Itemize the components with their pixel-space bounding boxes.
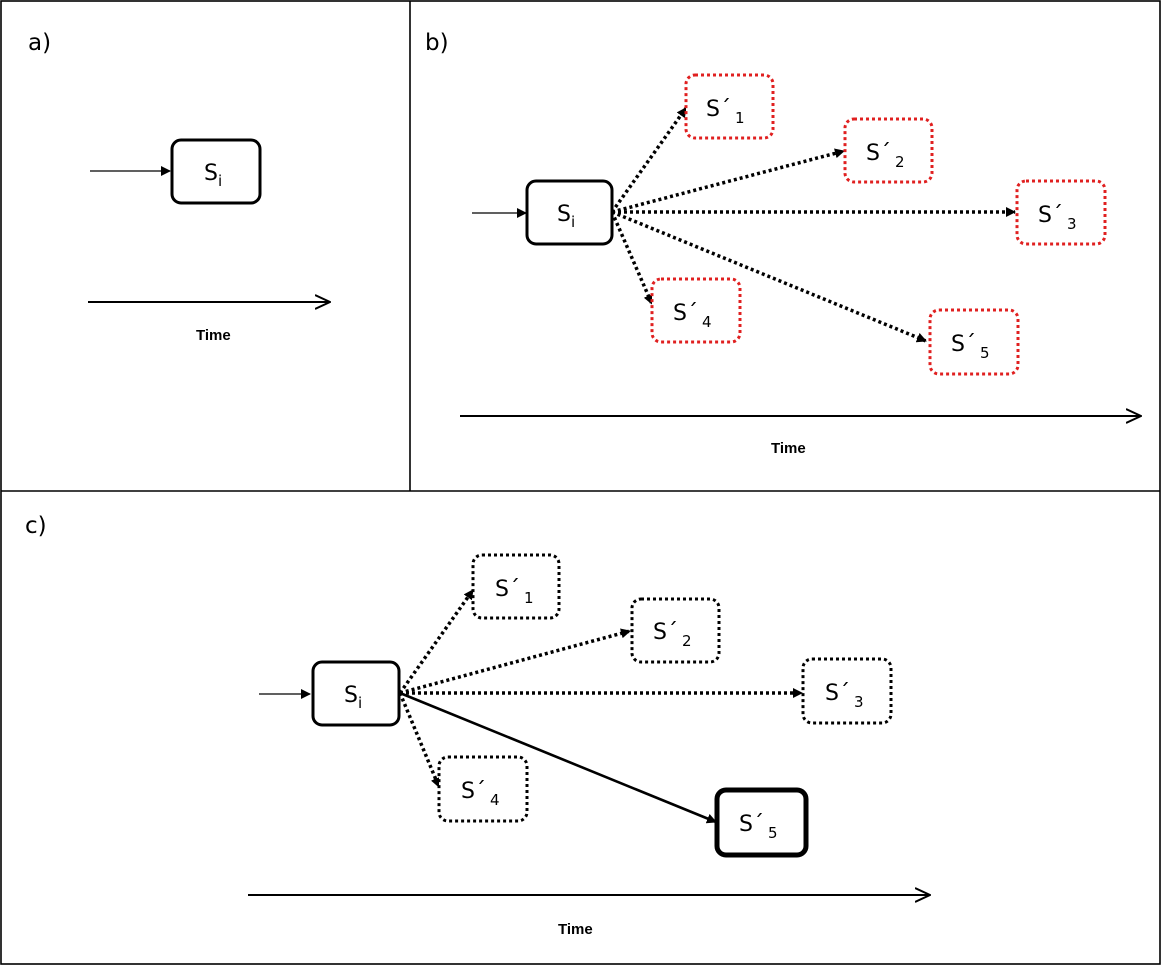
candidate-box-2 [843,117,934,184]
candidate-label-3: S´ 3 [825,681,864,711]
state-label-si: Si [204,161,222,190]
panel-c: c) Si S´ 1 S´ 2 S´ 3 S´ 4 S´ 5 Time [25,513,930,938]
candidate-label-4: S´ 4 [461,779,500,809]
candidate-box-1 [471,553,561,620]
panel-b-label: b) [425,30,449,56]
time-label: Time [558,921,593,938]
panel-b: b) Si S´ 1 S´ 2 S´ 3 S´ 4 S´ 5 Time [425,30,1141,457]
branch-arrow-4 [610,211,654,305]
panel-a: a) Si Time [28,30,330,344]
branch-arrow-4 [398,692,441,788]
candidate-label-1: S´ 1 [495,577,534,607]
time-label: Time [771,440,806,457]
candidate-box-5 [928,308,1020,376]
branch-arrow-1 [610,106,688,214]
candidate-label-5: S´ 5 [739,812,778,842]
panel-c-label: c) [25,513,47,539]
candidate-label-2: S´ 2 [866,141,905,171]
branch-arrow-1 [398,588,475,695]
candidate-label-1: S´ 1 [706,97,745,127]
panel-a-label: a) [28,30,51,56]
candidate-label-3: S´ 3 [1038,203,1077,233]
branch-arrow-2 [399,628,631,695]
candidate-box-4 [437,755,529,823]
candidate-box-3 [1015,179,1107,246]
state-box-si [170,138,262,205]
selected-candidate-box-5 [714,787,809,858]
state-box-si [525,179,614,246]
candidate-label-4: S´ 4 [673,301,712,331]
candidate-label-2: S´ 2 [653,620,692,650]
branch-arrow-2 [611,148,845,214]
candidate-box-3 [801,657,893,725]
state-box-si [311,660,401,727]
candidate-label-5: S´ 5 [951,332,990,362]
selected-branch-arrow-5 [399,691,717,824]
candidate-box-4 [650,277,742,344]
state-label-si: Si [557,202,575,231]
branch-arrow-5 [611,210,927,343]
state-label-si: Si [344,683,362,712]
candidate-box-2 [630,597,721,664]
time-label: Time [196,327,231,344]
candidate-box-1 [684,73,775,140]
